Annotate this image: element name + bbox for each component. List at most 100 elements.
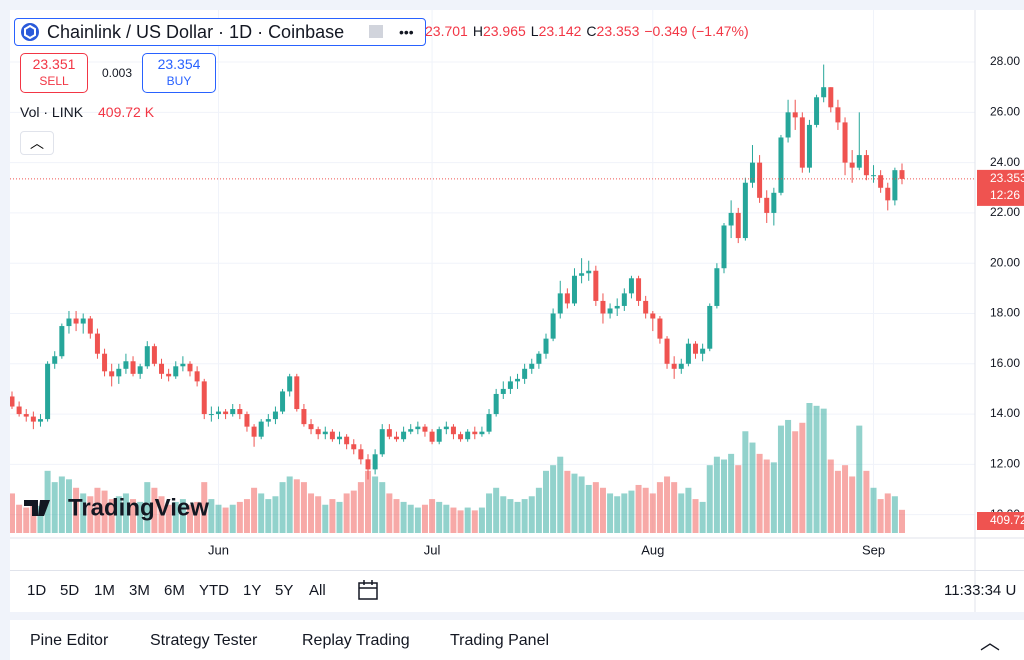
volume-bar [884, 493, 891, 533]
volume-bar [543, 470, 549, 533]
candle-body [358, 449, 364, 460]
volume-bar [699, 501, 706, 533]
candle-body [280, 391, 286, 412]
candle-body [450, 426, 456, 435]
volume-badge [977, 512, 1024, 530]
candle-body [814, 97, 820, 125]
spread: 0.003 [102, 66, 133, 80]
candle-body [835, 107, 841, 123]
volume-bar [208, 499, 215, 533]
volume-bar [300, 482, 307, 533]
logo-mark [41, 500, 47, 506]
candle-body [785, 112, 791, 138]
volume-bar [649, 493, 656, 533]
range-button[interactable]: 5Y [275, 582, 294, 599]
volume-bar [507, 499, 514, 533]
volume-bar [899, 509, 905, 533]
candle-body [180, 363, 186, 367]
more-menu[interactable]: ••• [399, 24, 414, 40]
flag-icon [369, 25, 383, 38]
range-button[interactable]: 1D [27, 582, 47, 599]
range-button[interactable]: 1M [94, 582, 115, 599]
volume-bar [365, 470, 371, 533]
candle-body [522, 368, 528, 379]
candle-body [16, 406, 22, 415]
volume-bar [813, 405, 820, 533]
candle-body [465, 431, 471, 440]
volume-bar [187, 504, 193, 533]
symbol-title[interactable]: Chainlink / US Dollar · 1D · Coinbase ••… [14, 18, 426, 46]
expand-icon[interactable]: ︿ [980, 632, 1000, 654]
volume-bar [735, 465, 742, 533]
y-tick-label: 22.00 [990, 205, 1020, 219]
candle-body [628, 278, 634, 294]
clock: 11:33:34 U [944, 582, 1017, 599]
volume-bar [493, 487, 500, 533]
volume-bar [806, 403, 813, 533]
volume-bar [877, 499, 884, 533]
volume-bar [671, 482, 678, 533]
candle-body [159, 363, 165, 374]
panel-tab[interactable]: Pine Editor [30, 632, 109, 649]
range-button[interactable]: YTD [199, 582, 229, 599]
volume-bar [386, 493, 393, 533]
panel-tab[interactable]: Trading Panel [450, 632, 550, 649]
date-range-icon[interactable] [357, 579, 381, 603]
panel-tab[interactable]: Strategy Tester [150, 632, 258, 649]
countdown: 12:26 [990, 188, 1020, 202]
ohlc: 23.701 H23.965 L23.142 C23.353 −0.349 (−1.47… [425, 23, 749, 39]
buy-button[interactable]: 23.354 BUY [142, 53, 216, 93]
range-button[interactable]: 1Y [243, 582, 262, 599]
candle-body [194, 371, 200, 382]
sell-button[interactable]: 23.351 SELL [20, 53, 88, 93]
range-button[interactable]: 3M [129, 582, 150, 599]
candle-body [507, 381, 513, 389]
volume-bar [357, 482, 364, 533]
volume-bar [258, 493, 265, 533]
candle-body [728, 212, 734, 226]
candle-body [415, 426, 421, 430]
volume-bar [87, 496, 94, 533]
range-button[interactable]: 6M [164, 582, 185, 599]
candle-body [486, 414, 492, 432]
volume-bar [478, 507, 485, 533]
sell-label: SELL [39, 74, 69, 88]
volume-bar [528, 496, 535, 533]
candle-body [130, 361, 136, 374]
ohlc-open: 23.701 [425, 23, 468, 39]
volume-bar [222, 507, 229, 533]
candle-body [166, 373, 172, 377]
volume-bar [315, 496, 322, 533]
volume-bar [265, 499, 272, 533]
candle-body [322, 431, 328, 435]
volume-bar [322, 504, 329, 533]
panel-tab[interactable]: Replay Trading [302, 632, 410, 649]
volume-bar [10, 493, 15, 533]
candle-body [287, 376, 293, 392]
candle-body [749, 162, 755, 183]
candle-body [671, 363, 677, 369]
price-label: 23.353 [990, 171, 1024, 185]
volume-bar [500, 496, 507, 533]
candle-body [208, 414, 214, 416]
volume-bar [73, 487, 80, 533]
y-tick-label: 28.00 [990, 54, 1020, 68]
volume-bar [272, 496, 279, 533]
volume-bar [421, 504, 428, 533]
volume-bar [308, 493, 315, 533]
range-button[interactable]: All [309, 582, 326, 599]
candle-body [493, 393, 499, 415]
collapse-button[interactable]: ︿ [20, 131, 54, 155]
volume-bar [158, 496, 165, 533]
candle-body [30, 416, 36, 422]
volume-bar [94, 487, 101, 533]
volume-bar [372, 476, 379, 533]
volume-bar [407, 504, 414, 533]
volume-bar [464, 507, 471, 533]
volume-bar [770, 462, 777, 533]
volume-bar [692, 499, 699, 533]
range-button[interactable]: 5D [60, 582, 80, 599]
volume-bar [343, 493, 350, 533]
volume-bar [856, 425, 863, 533]
candle-body [579, 273, 585, 276]
